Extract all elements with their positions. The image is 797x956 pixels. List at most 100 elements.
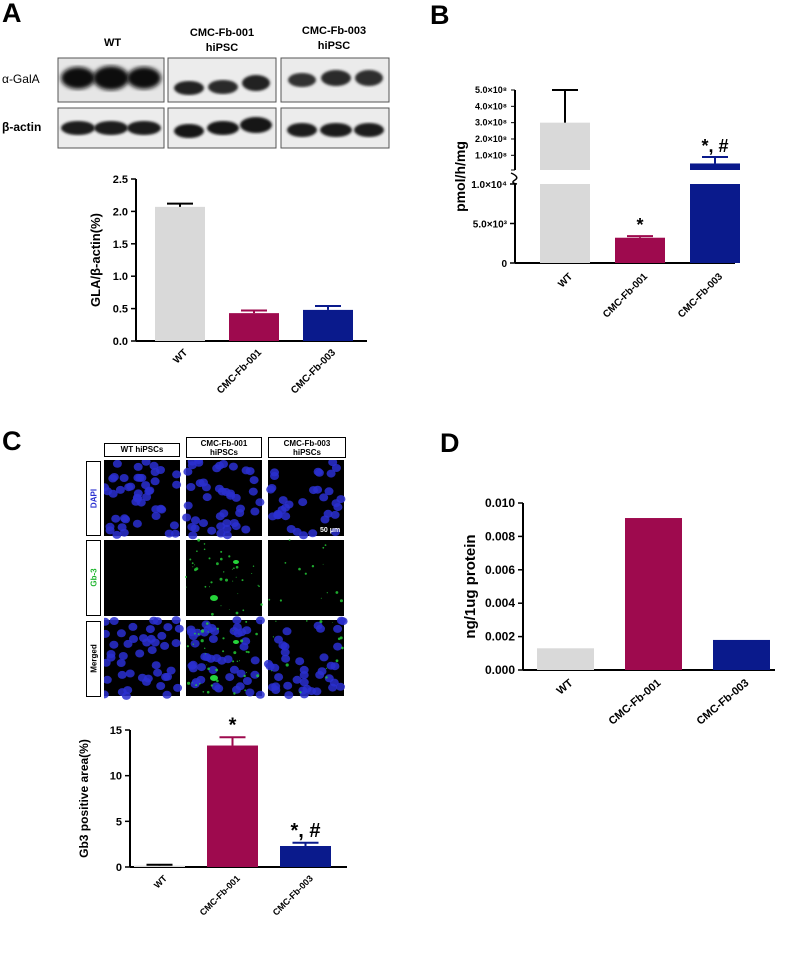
bar-lower-wt (540, 184, 590, 263)
nucleus (241, 466, 251, 475)
gb3-signal (232, 630, 234, 632)
gb3-signal (191, 562, 194, 565)
gb3-signal (235, 576, 237, 578)
y-tick-label: 0.000 (485, 663, 515, 677)
bar-wt (537, 648, 594, 670)
gb3-signal (258, 585, 260, 588)
nucleus (228, 462, 238, 471)
y-axis-label: GLA/β-actin(%) (88, 213, 103, 307)
micro-column-fb001-line1: CMC-Fb-001 (200, 439, 248, 448)
gb3-signal (246, 672, 247, 674)
gb3-signal (260, 603, 263, 606)
y-tick-label-upper: 5.0×10⁸ (475, 85, 507, 95)
gb3-signal (200, 629, 205, 633)
nucleus (214, 684, 224, 693)
nucleus (183, 467, 193, 476)
gb3-signal (325, 667, 328, 669)
nucleus (231, 493, 241, 502)
nucleus (249, 476, 259, 485)
gb3-signal (207, 667, 210, 671)
y-tick-label-lower: 0 (501, 259, 507, 270)
nucleus (239, 642, 249, 651)
nucleus (203, 625, 213, 634)
gb3-signal (225, 578, 228, 582)
micro-tile-gb3-wt (104, 540, 180, 616)
gb3-signal (235, 565, 239, 569)
micro-tile-dapi-wt (104, 460, 182, 539)
nucleus (142, 493, 152, 501)
nucleus (299, 665, 309, 674)
blot-strip-actin-fb003 (280, 107, 390, 149)
nucleus (250, 656, 260, 665)
gb3-signal (203, 548, 206, 551)
blot-strip-gala-fb001 (167, 57, 277, 103)
y-tick-label: 2.0 (113, 206, 128, 218)
nucleus (199, 519, 208, 528)
nucleus (112, 530, 122, 539)
nucleus (338, 617, 348, 626)
nucleus (323, 509, 333, 518)
nucleus (149, 461, 159, 470)
gb3-signal (185, 576, 187, 578)
nucleus (153, 617, 162, 626)
nucleus (222, 531, 232, 540)
nucleus (195, 479, 205, 488)
micro-column-fb003-line2: hiPSCs (292, 448, 321, 457)
nucleus (330, 528, 340, 536)
bar-cmc-fb-003 (713, 639, 770, 670)
nucleus (201, 483, 211, 492)
blot-column-fb003-line1: CMC-Fb-003 (301, 25, 367, 37)
category-label-wt: WT (556, 271, 575, 290)
significance-cmc-fb-001: * (229, 714, 237, 736)
category-label-cmc-fb-001: CMC-Fb-001 (198, 873, 242, 917)
gb3-signal (285, 663, 289, 667)
nucleus (123, 686, 133, 695)
nucleus (313, 621, 323, 630)
nucleus (292, 675, 302, 684)
gb3-signal (322, 563, 324, 565)
gb3-signal (222, 650, 225, 653)
nucleus (164, 529, 174, 538)
micro-column-fb003: CMC-Fb-003 hiPSCs (268, 437, 346, 458)
bar-cmc-fb-001 (229, 313, 279, 341)
gb3-signal (189, 558, 192, 561)
y-tick-label-upper: 2.0×10⁸ (475, 134, 507, 144)
chart-a-gla-ratio: 0.0 0.5 1.0 1.5 2.0 2.5 GLA/β-actin(%) WT CMC-Fb… (88, 174, 367, 396)
blot-image (57, 57, 390, 149)
nucleus (112, 460, 122, 468)
nucleus (208, 666, 218, 674)
nucleus (120, 514, 129, 523)
bar-cmc-fb-001 (615, 237, 665, 263)
nucleus (132, 519, 142, 528)
bar-cmc-fb-001 (207, 745, 258, 867)
gb3-signal (210, 684, 213, 687)
nucleus (328, 460, 338, 467)
nucleus (157, 631, 167, 640)
nucleus (174, 624, 184, 633)
blot-column-wt: WT (60, 36, 165, 51)
gb3-signal (268, 598, 271, 601)
chart-c-gb3-area: 0 5 10 15 Gb3 positive area(%) WT * CMC-Fb-001 *… (77, 714, 347, 918)
gb3-signal (223, 571, 225, 573)
nucleus (186, 483, 196, 491)
gb3-signal (239, 660, 240, 662)
gb3-signal (215, 668, 219, 672)
gb3-signal (233, 692, 236, 695)
nucleus (222, 519, 232, 528)
micro-column-wt: WT hiPSCs (104, 443, 180, 457)
blot-strip-actin-wt (57, 107, 165, 149)
gb3-signal (192, 643, 194, 645)
gb3-signal (241, 579, 244, 582)
gb3-signal (233, 567, 235, 569)
gb3-signal (299, 691, 302, 694)
gb3-cluster (210, 675, 218, 681)
gb3-signal (197, 633, 200, 636)
nucleus (115, 485, 125, 494)
blot-column-wt-label: WT (103, 37, 122, 49)
scale-bar-label: 50 μm (320, 527, 341, 534)
nucleus (124, 483, 134, 492)
nucleus (232, 685, 241, 694)
nucleus (266, 485, 276, 494)
nucleus (307, 687, 316, 696)
gb3-signal (191, 682, 193, 684)
